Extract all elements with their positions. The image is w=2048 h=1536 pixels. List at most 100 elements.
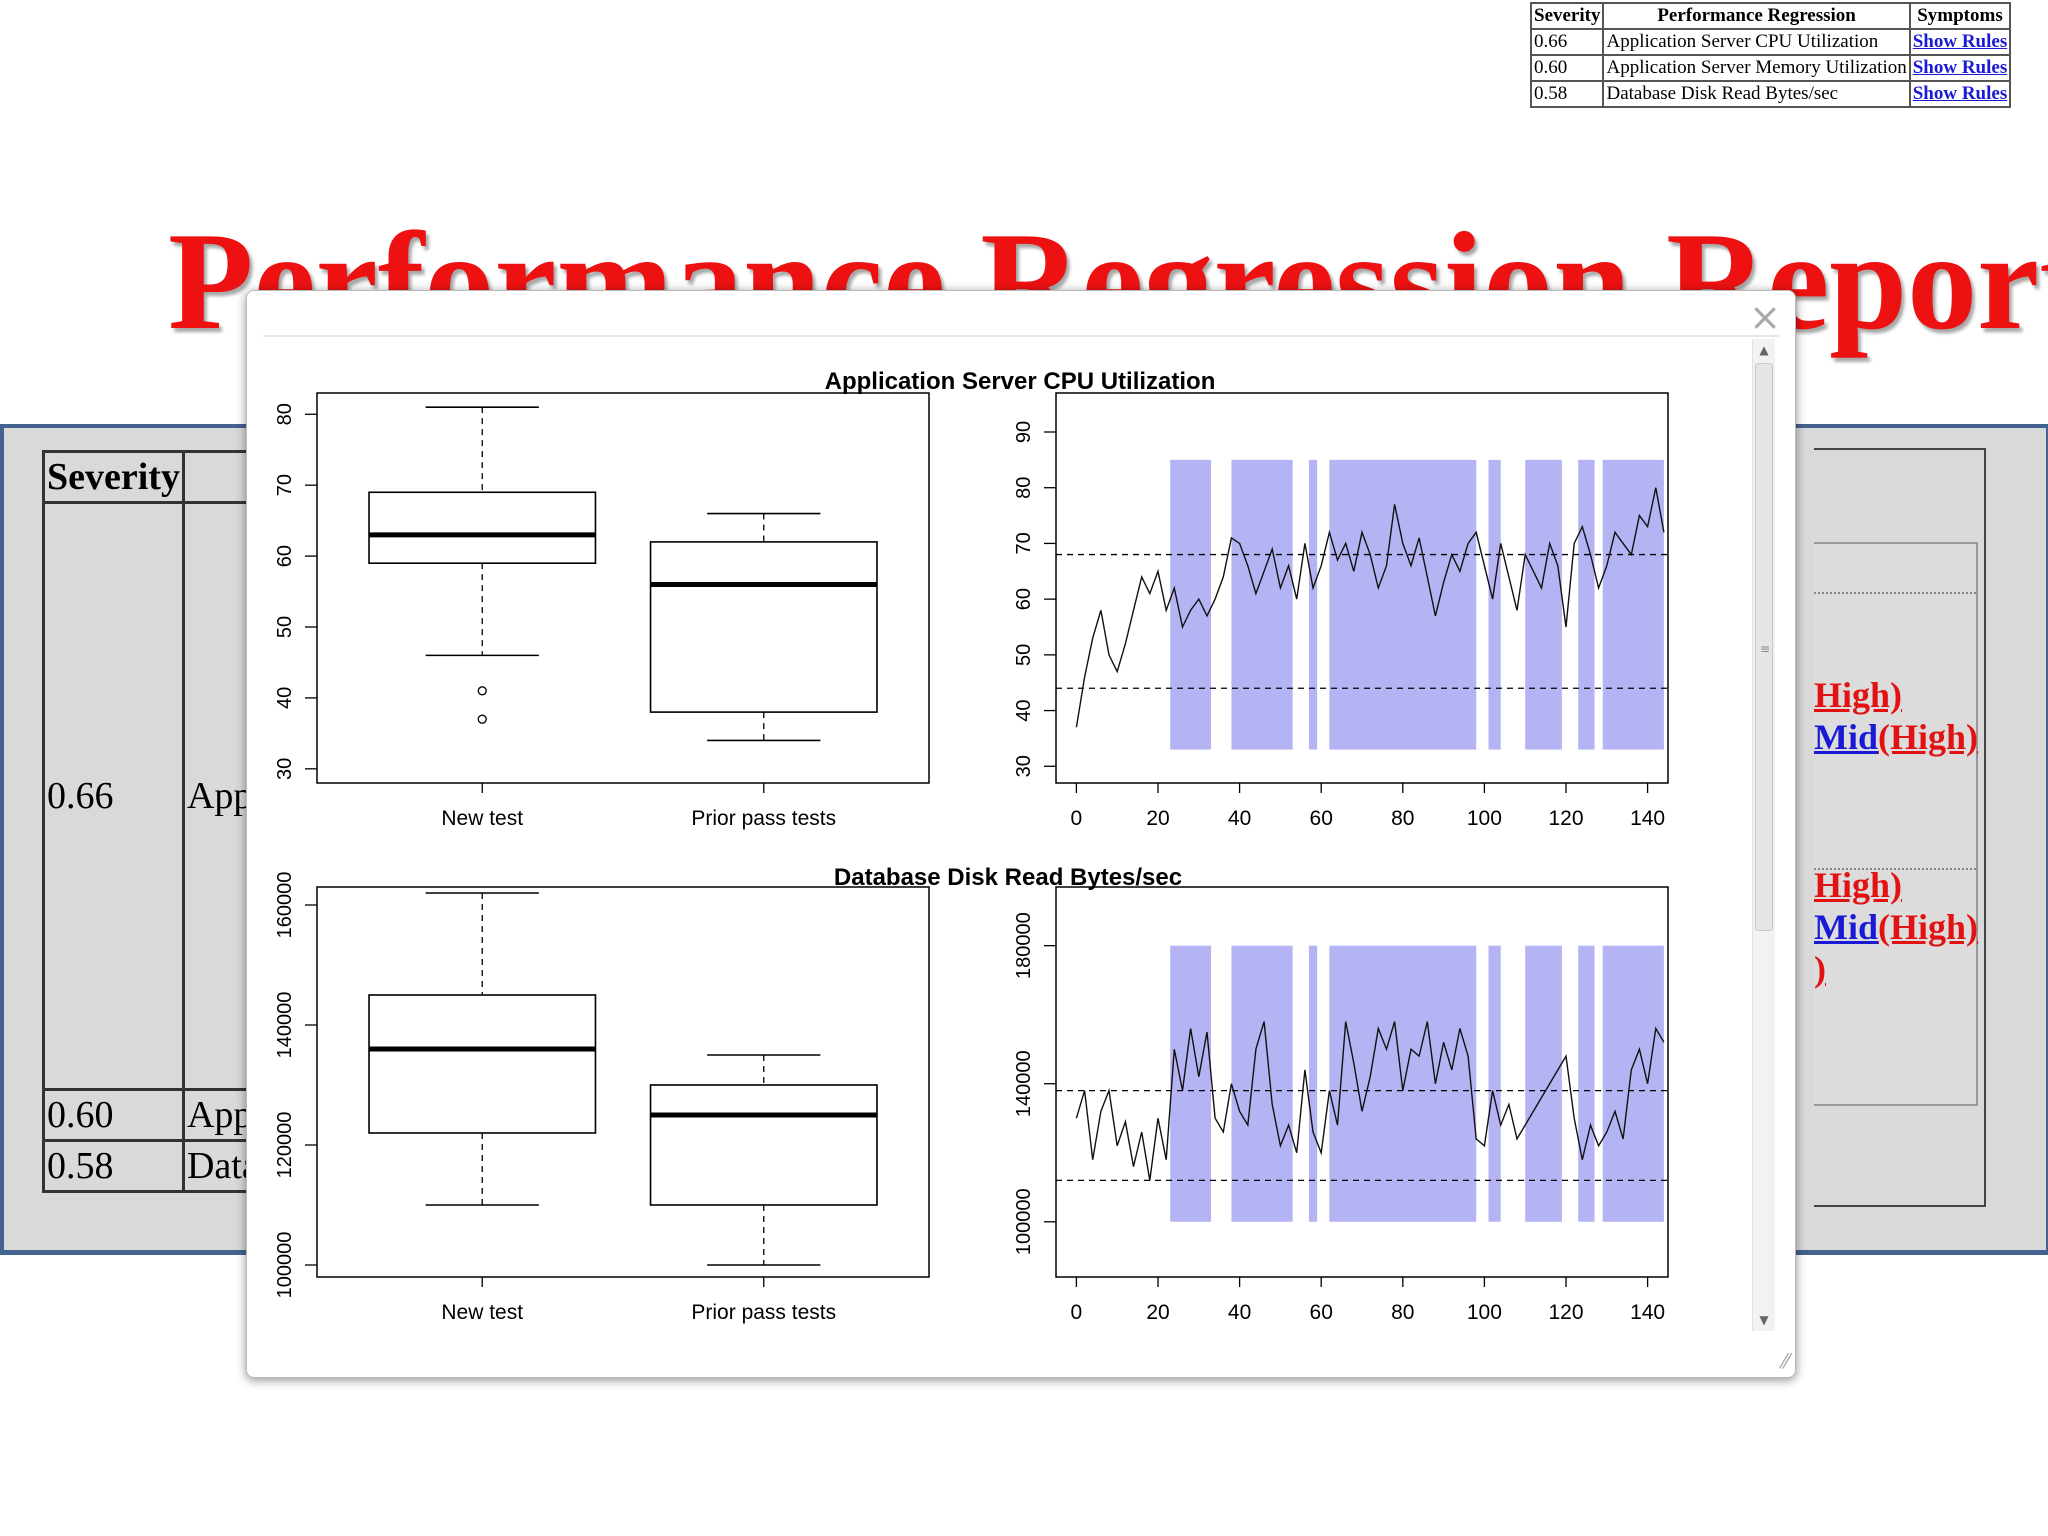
severity-cell: 0.58 — [42, 1139, 185, 1193]
grip-icon: ≡ — [1760, 642, 1771, 656]
col-header-severity: Severity — [42, 450, 185, 504]
rule-link[interactable]: ) — [1814, 949, 1826, 989]
series-line — [1075, 1021, 1665, 1181]
shaded-region — [1231, 945, 1293, 1222]
plot-frame — [316, 392, 930, 784]
y-tick-label: 90 — [1013, 421, 1035, 443]
x-tick-label: 40 — [1228, 1301, 1251, 1324]
regression-name-cell: Database Disk Read Bytes/sec — [1602, 80, 1911, 108]
disk-boxplot: 100000 120000 140000 160000 New test Prior pa… — [275, 872, 930, 1324]
x-tick-label: 80 — [1391, 1301, 1414, 1324]
box — [649, 541, 878, 713]
severity-cell: 0.66 — [1529, 28, 1605, 56]
y-tick-label: 60 — [1013, 588, 1035, 610]
show-rules-link[interactable]: Show Rules — [1912, 83, 2008, 104]
col-header-symptoms: Symptoms — [1908, 2, 2012, 30]
x-tick-label: 80 — [1391, 807, 1414, 830]
y-tick-label: 60 — [275, 545, 296, 567]
shaded-region — [1602, 459, 1664, 750]
charts-canvas: Application Server CPU Utilization Datab… — [275, 368, 1669, 1324]
show-rules-link[interactable]: Show Rules — [1912, 31, 2008, 52]
x-tick-label: 120 — [1548, 1301, 1583, 1324]
y-tick-label: 30 — [275, 758, 296, 780]
y-tick-label: 100000 — [1013, 1188, 1035, 1255]
chart-title: Application Server CPU Utilization — [825, 368, 1216, 395]
rule-link[interactable]: High) — [1814, 865, 1903, 905]
x-tick-label: 100 — [1467, 1301, 1502, 1324]
y-tick-label: 50 — [275, 616, 296, 638]
shaded-region — [1308, 459, 1318, 750]
rule-link[interactable]: High) — [1814, 675, 1903, 715]
regression-name-cell: Application Server CPU Utilization — [1602, 28, 1911, 56]
table-row: 0.60 Application Server Memory Utilizati… — [1529, 54, 2012, 82]
resize-grip-icon[interactable]: ⁄⁄ — [1782, 1349, 1789, 1373]
scroll-thumb[interactable]: ≡ — [1755, 363, 1773, 931]
shaded-region — [1525, 945, 1562, 1222]
dialog-scrollbar[interactable]: ▲ ≡ ▼ — [1752, 339, 1775, 1331]
shaded-region — [1329, 945, 1477, 1222]
shaded-region — [1488, 945, 1501, 1222]
x-tick-label: 20 — [1146, 807, 1169, 830]
symptoms-cell: Show Rules — [1908, 28, 2012, 56]
divider — [1814, 868, 1976, 870]
scroll-down-icon[interactable]: ▼ — [1759, 1313, 1769, 1327]
shaded-region — [1488, 459, 1501, 750]
summary-table-header: Severity Performance Regression Symptoms — [1529, 2, 2012, 30]
disk-timeseries: 100000 140000 180000 0 20 40 60 80 100 120 140 — [1013, 886, 1669, 1324]
rule-link[interactable]: (High) — [1878, 907, 1979, 947]
shaded-region — [1329, 459, 1477, 750]
scroll-up-icon[interactable]: ▲ — [1759, 343, 1769, 357]
y-tick-label: 120000 — [275, 1112, 296, 1179]
y-tick-label: 30 — [1013, 755, 1035, 777]
x-tick-label: Prior pass tests — [691, 1301, 836, 1324]
x-tick-label: Prior pass tests — [691, 807, 836, 830]
x-tick-label: 60 — [1310, 807, 1333, 830]
y-tick-label: 50 — [1013, 644, 1035, 666]
severity-cell: 0.58 — [1529, 80, 1605, 108]
x-tick-label: 0 — [1071, 1301, 1083, 1324]
box — [368, 994, 597, 1134]
symptoms-cell: Show Rules — [1908, 80, 2012, 108]
rule-link-group: Mid(High) — [1814, 716, 1978, 758]
cpu-boxplot: 30 40 50 60 70 80 New test Prior pass tests — [275, 392, 930, 830]
y-tick-label: 180000 — [1013, 912, 1035, 979]
close-icon[interactable]: × — [1749, 295, 1781, 339]
regression-name-cell: Application Server Memory Utilization — [1602, 54, 1911, 82]
cpu-timeseries: 30 40 50 60 70 80 90 0 20 40 60 80 100 120 140 — [1013, 392, 1669, 830]
shaded-region — [1525, 459, 1562, 750]
x-tick-label: 100 — [1467, 807, 1502, 830]
shaded-region — [1602, 945, 1664, 1222]
col-header-regression: Performance Regression — [1602, 2, 1911, 30]
dialog-titlebar — [263, 335, 1779, 337]
shaded-region — [1308, 945, 1318, 1222]
rule-link[interactable]: Mid — [1814, 907, 1879, 947]
severity-cell: 0.66 — [42, 501, 185, 1091]
x-tick-label: 0 — [1071, 807, 1083, 830]
divider — [1814, 592, 1976, 594]
box — [368, 491, 597, 564]
rule-link-group: Mid(High) — [1814, 906, 1978, 948]
summary-table: Severity Performance Regression Symptoms… — [1529, 2, 2012, 108]
shaded-region — [1578, 459, 1595, 750]
rule-link[interactable]: (High) — [1878, 717, 1979, 757]
x-tick-label: 140 — [1630, 807, 1665, 830]
symptoms-box: High) Mid(High) High) Mid(High) ) — [1814, 542, 1978, 1106]
x-tick-label: 20 — [1146, 1301, 1169, 1324]
shaded-region — [1231, 459, 1293, 750]
x-tick-label: New test — [441, 807, 523, 830]
y-tick-label: 100000 — [275, 1232, 296, 1299]
outlier-point — [477, 686, 487, 696]
series-line — [1075, 487, 1665, 728]
plot-frame — [1055, 886, 1669, 1278]
x-tick-label: 40 — [1228, 807, 1251, 830]
severity-cell: 0.60 — [1529, 54, 1605, 82]
y-tick-label: 140000 — [275, 992, 296, 1059]
y-tick-label: 140000 — [1013, 1050, 1035, 1117]
y-tick-label: 70 — [1013, 532, 1035, 554]
show-rules-link[interactable]: Show Rules — [1912, 57, 2008, 78]
x-tick-label: 120 — [1548, 807, 1583, 830]
table-row: 0.58 Database Disk Read Bytes/sec Show R… — [1529, 80, 2012, 108]
x-tick-label: New test — [441, 1301, 523, 1324]
severity-cell: 0.60 — [42, 1088, 185, 1142]
rule-link[interactable]: Mid — [1814, 717, 1879, 757]
